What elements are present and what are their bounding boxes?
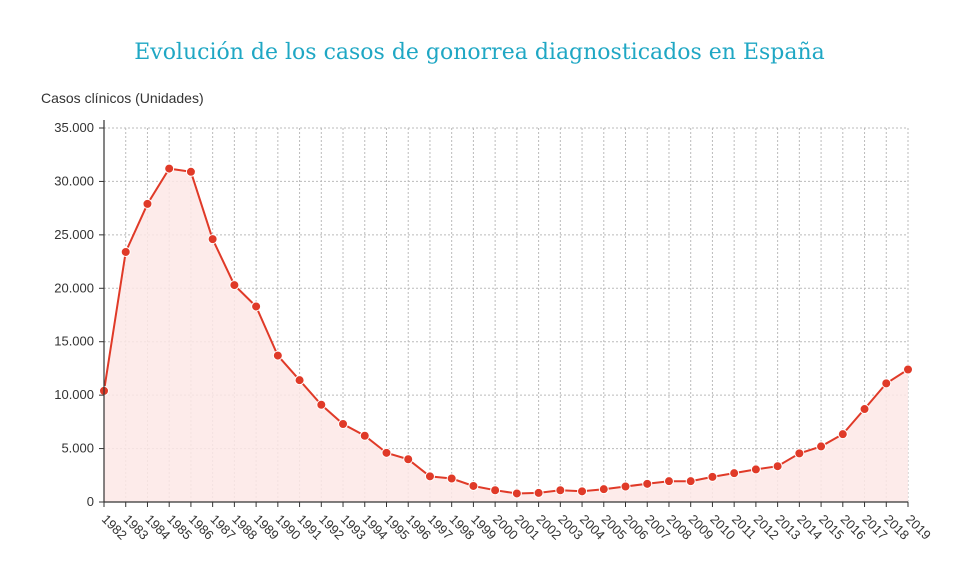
data-point[interactable] — [881, 378, 892, 389]
data-point[interactable] — [229, 280, 240, 291]
data-point[interactable] — [338, 418, 349, 429]
data-point[interactable] — [359, 430, 370, 441]
data-point[interactable] — [729, 468, 740, 479]
data-point[interactable] — [424, 471, 435, 482]
data-point[interactable] — [272, 350, 283, 361]
grid-lines — [104, 127, 909, 502]
data-point[interactable] — [620, 481, 631, 492]
data-point[interactable] — [316, 399, 327, 410]
data-point[interactable] — [794, 448, 805, 459]
data-point[interactable] — [490, 485, 501, 496]
chart-title: Evolución de los casos de gonorrea diagn… — [134, 40, 825, 65]
y-tick-labels: 0 5.000 10.000 15.000 20.000 25.000 30.000 35.0… — [54, 120, 94, 509]
data-point[interactable] — [663, 476, 674, 487]
data-point[interactable] — [903, 364, 913, 375]
data-point[interactable] — [598, 484, 609, 495]
data-point[interactable] — [120, 246, 131, 257]
y-axis-label: Casos clínicos (Unidades) — [41, 90, 204, 106]
y-tick-label: 15.000 — [54, 334, 94, 349]
data-point[interactable] — [859, 404, 870, 415]
data-point[interactable] — [750, 464, 761, 475]
data-point[interactable] — [772, 461, 783, 472]
x-tick-labels: 1982198319841985198619871988198919901991… — [99, 512, 934, 543]
data-point[interactable] — [816, 441, 827, 452]
data-point[interactable] — [294, 375, 305, 386]
data-point[interactable] — [164, 163, 175, 174]
data-point[interactable] — [185, 166, 196, 177]
data-point[interactable] — [403, 454, 414, 465]
data-point[interactable] — [707, 471, 718, 482]
data-point[interactable] — [381, 447, 392, 458]
data-point[interactable] — [446, 473, 457, 484]
data-point[interactable] — [468, 480, 479, 491]
y-tick-label: 25.000 — [54, 227, 94, 242]
data-point[interactable] — [142, 198, 153, 209]
y-tick-label: 10.000 — [54, 387, 94, 402]
data-point[interactable] — [577, 486, 588, 497]
data-point[interactable] — [555, 485, 566, 496]
axes — [99, 120, 909, 507]
data-point[interactable] — [642, 478, 653, 489]
y-tick-label: 0 — [87, 494, 94, 509]
area-fill — [104, 168, 908, 502]
y-tick-label: 35.000 — [54, 120, 94, 135]
y-tick-label: 5.000 — [61, 441, 94, 456]
data-points — [99, 163, 913, 499]
y-tick-label: 30.000 — [54, 173, 94, 188]
y-tick-label: 20.000 — [54, 280, 94, 295]
data-point[interactable] — [533, 487, 544, 498]
data-point[interactable] — [685, 476, 696, 487]
data-point[interactable] — [207, 234, 218, 245]
data-point[interactable] — [511, 488, 522, 499]
data-point[interactable] — [837, 429, 848, 440]
data-point[interactable] — [251, 301, 262, 312]
